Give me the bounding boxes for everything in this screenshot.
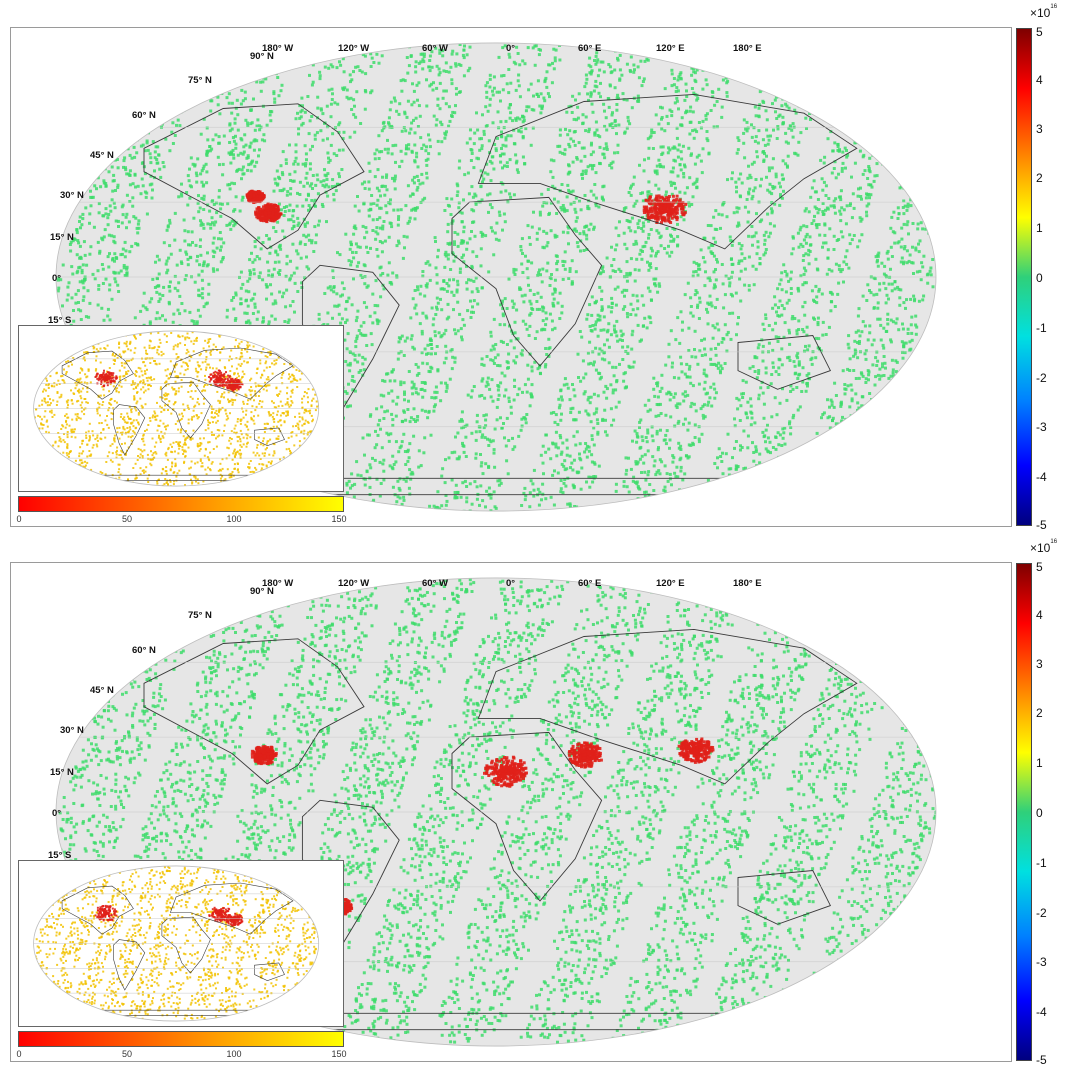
colorbar-tick: 1: [1036, 756, 1043, 770]
lon-label: 180° W: [262, 578, 293, 589]
lat-label: 90° N: [250, 586, 274, 597]
map-panel-top: 180° W 120° W 60° W 0° 60° E 120° E 180°…: [10, 4, 1057, 532]
colorbar-tick: -5: [1036, 518, 1047, 532]
colorbar-tick: 3: [1036, 657, 1043, 671]
colorbar-tick: -3: [1036, 955, 1047, 969]
lat-label: 75° N: [188, 610, 212, 621]
lat-label: 45° N: [90, 685, 114, 696]
lat-label: 30° N: [60, 190, 84, 201]
lat-label: 45° N: [90, 150, 114, 161]
lat-label: 60° N: [132, 110, 156, 121]
colorbar-tick: 0: [1036, 271, 1043, 285]
colorbar-exponent: ×1016: [1030, 539, 1057, 555]
inset-colorbar-tick: 50: [122, 1049, 132, 1059]
inset-colorbar-tick: 50: [122, 514, 132, 524]
lon-label: 120° W: [338, 578, 369, 589]
colorbar-tick: 1: [1036, 221, 1043, 235]
inset-colorbar-tick: 100: [226, 1049, 241, 1059]
lat-label: 90° N: [250, 51, 274, 62]
colorbar-tick: 4: [1036, 608, 1043, 622]
lat-label: 15° S: [48, 850, 71, 861]
colorbar-tick: 5: [1036, 560, 1043, 574]
lon-label: 180° W: [262, 43, 293, 54]
colorbar-tick: -2: [1036, 371, 1047, 385]
inset-map-svg: [33, 330, 320, 487]
lat-label: 0°: [52, 808, 61, 819]
lat-label: 75° N: [188, 75, 212, 86]
lat-label: 15° S: [48, 315, 71, 326]
colorbar-tick: 5: [1036, 25, 1043, 39]
inset-colorbar: [18, 496, 344, 512]
colorbar-tick: -2: [1036, 906, 1047, 920]
lon-label: 120° W: [338, 43, 369, 54]
inset-colorbar-tick: 150: [331, 514, 346, 524]
colorbar-tick: -3: [1036, 420, 1047, 434]
inset-colorbar-tick: 0: [16, 1049, 21, 1059]
colorbar-tick: 2: [1036, 171, 1043, 185]
colorbar-tick: -4: [1036, 470, 1047, 484]
colorbar-tick: 2: [1036, 706, 1043, 720]
lon-label: 0°: [506, 43, 515, 54]
lon-label: 0°: [506, 578, 515, 589]
colorbar-tick: 3: [1036, 122, 1043, 136]
lat-label: 60° N: [132, 645, 156, 656]
colorbar-tick: -4: [1036, 1005, 1047, 1019]
lat-label: 15° N: [50, 767, 74, 778]
colorbar: [1016, 28, 1032, 526]
lon-label: 120° E: [656, 578, 685, 589]
lat-label: 0°: [52, 273, 61, 284]
colorbar-tick: 4: [1036, 73, 1043, 87]
inset-colorbar-tick: 100: [226, 514, 241, 524]
inset-map: [18, 325, 344, 492]
inset-colorbar-tick: 150: [331, 1049, 346, 1059]
map-panel-bottom: 180° W 120° W 60° W 0° 60° E 120° E 180°…: [0, 535, 1081, 1070]
inset-colorbar: [18, 1031, 344, 1047]
colorbar-tick: 0: [1036, 806, 1043, 820]
lon-label: 180° E: [733, 43, 762, 54]
colorbar-exponent: ×1016: [1030, 4, 1057, 20]
colorbar: [1016, 563, 1032, 1061]
lon-label: 120° E: [656, 43, 685, 54]
lat-label: 15° N: [50, 232, 74, 243]
lon-label: 60° W: [422, 578, 448, 589]
lon-label: 60° W: [422, 43, 448, 54]
inset-colorbar-tick: 0: [16, 514, 21, 524]
inset-map: [18, 860, 344, 1027]
lon-label: 180° E: [733, 578, 762, 589]
lon-label: 60° E: [578, 578, 601, 589]
lat-label: 30° N: [60, 725, 84, 736]
inset-map-svg: [33, 865, 320, 1022]
colorbar-tick: -1: [1036, 321, 1047, 335]
colorbar-tick: -1: [1036, 856, 1047, 870]
lon-label: 60° E: [578, 43, 601, 54]
colorbar-tick: -5: [1036, 1053, 1047, 1067]
